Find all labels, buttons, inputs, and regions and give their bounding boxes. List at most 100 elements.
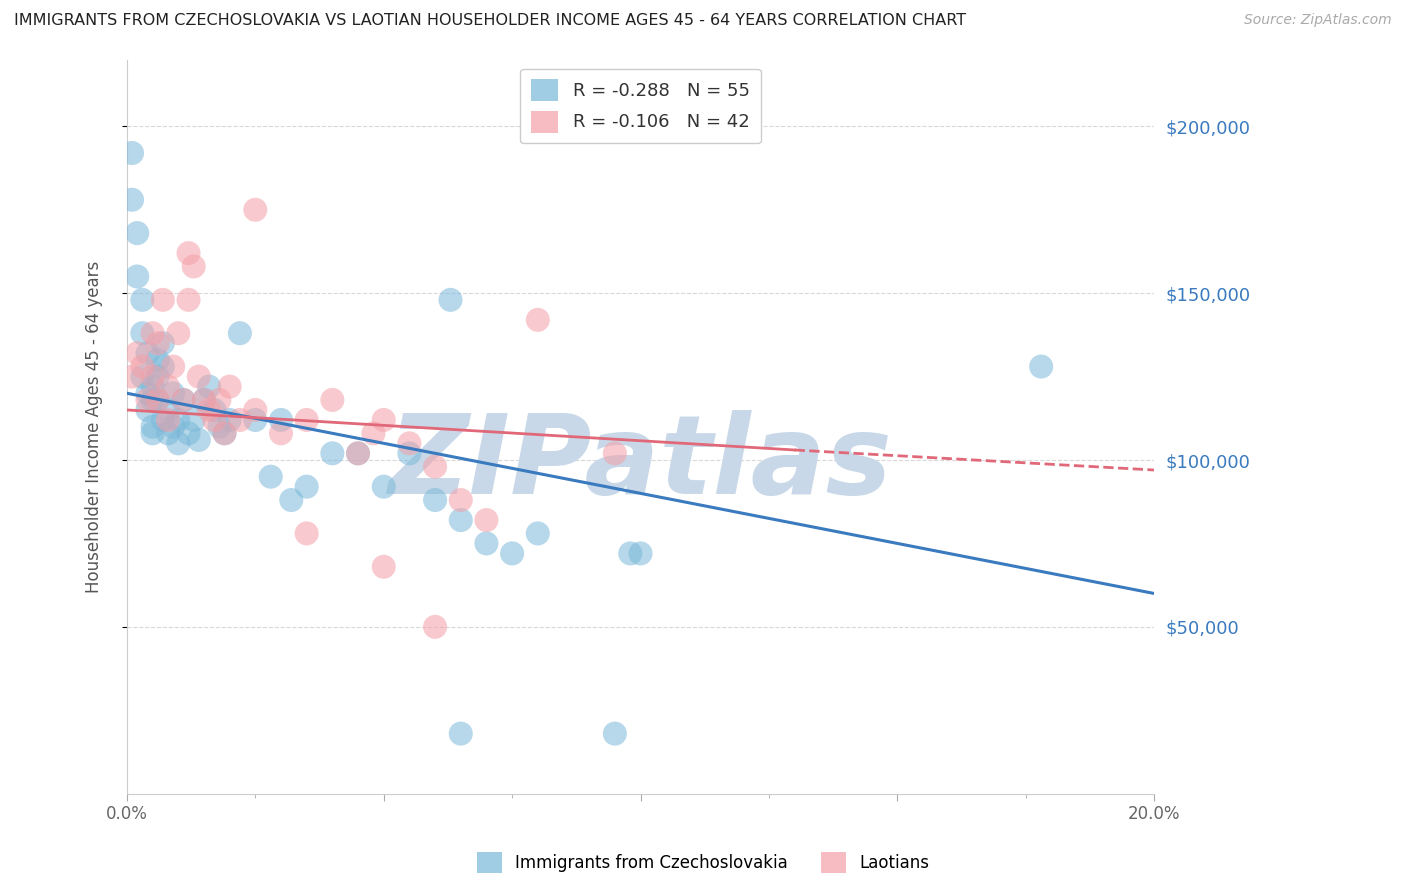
Text: ZIPatlas: ZIPatlas [388,409,893,516]
Point [142,369,165,384]
Point [245,202,267,217]
Point [142,326,165,341]
Point [603,726,626,740]
Point [619,546,641,560]
Point [229,326,252,341]
Point [187,433,209,447]
Point [295,480,318,494]
Point [202,413,225,427]
Point [172,392,194,407]
Point [198,379,221,393]
Point [202,403,225,417]
Point [527,526,550,541]
Point [214,426,236,441]
Y-axis label: Householder Income Ages 45 - 64 years: Householder Income Ages 45 - 64 years [86,260,103,593]
Point [439,293,461,307]
Point [146,352,169,367]
Point [347,446,370,460]
Point [218,379,240,393]
Point [373,480,395,494]
Point [127,346,149,360]
Point [270,426,292,441]
Point [142,419,165,434]
Point [475,513,498,527]
Point [136,392,159,407]
Point [527,313,550,327]
Point [142,392,165,407]
Point [193,392,215,407]
Point [127,269,149,284]
Point [146,336,169,351]
Point [423,620,446,634]
Point [146,392,169,407]
Point [142,379,165,393]
Point [167,326,190,341]
Point [270,413,292,427]
Point [156,379,179,393]
Point [373,413,395,427]
Point [450,493,472,508]
Point [127,226,149,240]
Point [136,386,159,401]
Point [146,369,169,384]
Point [1031,359,1053,374]
Point [177,426,200,441]
Point [630,546,652,560]
Point [136,403,159,417]
Point [121,193,143,207]
Point [347,446,370,460]
Point [183,413,205,427]
Point [321,392,343,407]
Point [156,413,179,427]
Point [398,436,420,450]
Point [131,359,153,374]
Point [142,426,165,441]
Point [167,436,190,450]
Point [245,403,267,417]
Point [136,346,159,360]
Point [131,293,153,307]
Point [146,392,169,407]
Point [423,493,446,508]
Point [156,426,179,441]
Point [260,469,283,483]
Point [245,413,267,427]
Point [208,392,231,407]
Point [363,426,385,441]
Point [177,293,200,307]
Point [156,403,179,417]
Point [208,419,231,434]
Point [398,446,420,460]
Point [152,359,174,374]
Point [229,413,252,427]
Point [131,326,153,341]
Point [121,369,143,384]
Legend: R = -0.288   N = 55, R = -0.106   N = 42: R = -0.288 N = 55, R = -0.106 N = 42 [520,69,761,144]
Point [152,293,174,307]
Point [152,413,174,427]
Point [172,392,194,407]
Point [183,260,205,274]
Point [187,369,209,384]
Point [121,146,143,161]
Point [193,392,215,407]
Point [603,446,626,460]
Point [152,336,174,351]
Point [475,536,498,550]
Text: IMMIGRANTS FROM CZECHOSLOVAKIA VS LAOTIAN HOUSEHOLDER INCOME AGES 45 - 64 YEARS : IMMIGRANTS FROM CZECHOSLOVAKIA VS LAOTIA… [14,13,966,29]
Point [501,546,523,560]
Point [423,459,446,474]
Point [177,246,200,260]
Point [450,513,472,527]
Point [214,426,236,441]
Point [321,446,343,460]
Point [162,419,184,434]
Text: Source: ZipAtlas.com: Source: ZipAtlas.com [1244,13,1392,28]
Legend: Immigrants from Czechoslovakia, Laotians: Immigrants from Czechoslovakia, Laotians [470,846,936,880]
Point [167,413,190,427]
Point [450,726,472,740]
Point [280,493,302,508]
Point [295,526,318,541]
Point [373,559,395,574]
Point [162,386,184,401]
